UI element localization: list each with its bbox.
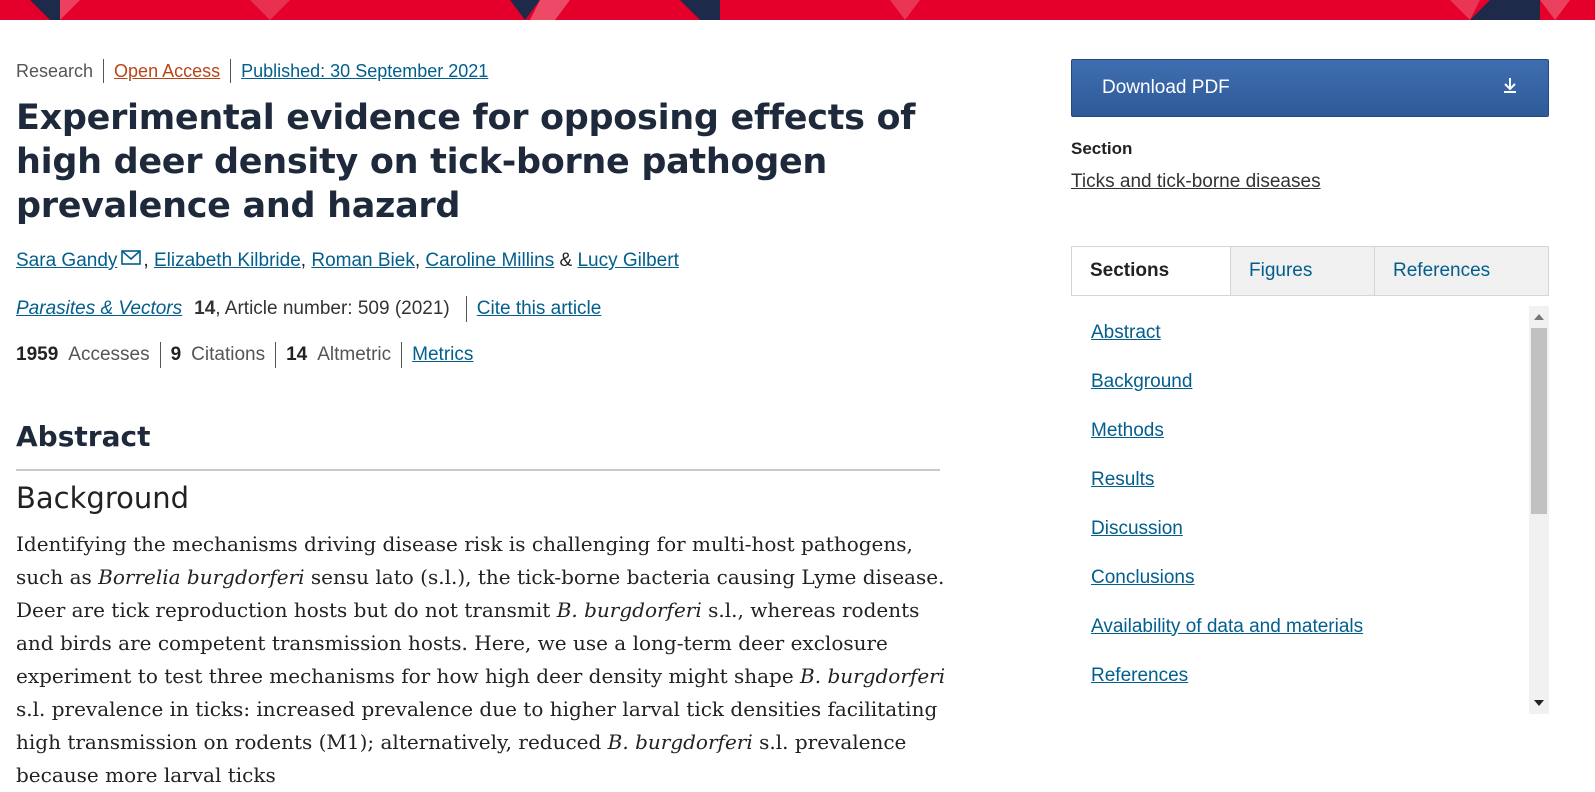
author-link[interactable]: Lucy Gilbert bbox=[577, 250, 679, 271]
author-link[interactable]: Roman Biek bbox=[311, 250, 415, 271]
article-header: Research Open Access Published: 30 Septe… bbox=[16, 56, 956, 368]
divider bbox=[230, 59, 232, 83]
author-link[interactable]: Elizabeth Kilbride bbox=[153, 250, 301, 271]
toc-item-references[interactable]: References bbox=[1091, 664, 1189, 686]
citations-count: 9 bbox=[170, 344, 182, 365]
species-name: Borrelia burgdorferi bbox=[98, 565, 305, 589]
toc-item-methods[interactable]: Methods bbox=[1091, 419, 1164, 441]
abstract-text: sensu lato (s.l.), the tick-borne bacter… bbox=[16, 565, 945, 622]
email-icon[interactable] bbox=[121, 250, 142, 272]
altmetric-label: Altmetric bbox=[317, 344, 392, 365]
metrics-row: 1959 Accesses 9 Citations 14 Altmetric M… bbox=[16, 342, 956, 368]
author-link[interactable]: Caroline Millins bbox=[425, 250, 555, 271]
abstract-text: s.l., whereas rodents and birds are comp… bbox=[16, 598, 920, 688]
metrics-link[interactable]: Metrics bbox=[412, 344, 474, 365]
section-link[interactable]: Ticks and tick-borne diseases bbox=[1071, 171, 1321, 192]
toc-scrollbar[interactable] bbox=[1529, 306, 1549, 714]
divider bbox=[465, 296, 467, 322]
journal-link[interactable]: Parasites & Vectors bbox=[16, 298, 183, 319]
tab-sections[interactable]: Sections bbox=[1072, 247, 1230, 295]
toc-item-discussion[interactable]: Discussion bbox=[1091, 517, 1183, 539]
scroll-thumb[interactable] bbox=[1531, 328, 1547, 514]
toc-item-results[interactable]: Results bbox=[1091, 468, 1155, 490]
toc-item-background[interactable]: Background bbox=[1091, 370, 1193, 392]
author-separator: & bbox=[554, 250, 578, 271]
abstract-divider bbox=[16, 469, 940, 471]
sections-toc: Abstract Background Methods Results Disc… bbox=[1071, 306, 1549, 714]
abstract-text: s.l. prevalence in ticks: increased prev… bbox=[16, 697, 938, 754]
author-separator: , bbox=[300, 250, 312, 271]
altmetric-count: 14 bbox=[286, 344, 308, 365]
species-name: B. burgdorferi bbox=[556, 598, 702, 622]
author-separator: , bbox=[414, 250, 426, 271]
author-list: Sara Gandy, Elizabeth Kilbride, Roman Bi… bbox=[16, 250, 956, 272]
open-access-link[interactable]: Open Access bbox=[114, 60, 221, 81]
scroll-down-icon[interactable] bbox=[1534, 700, 1544, 706]
published-date-link[interactable]: Published: 30 September 2021 bbox=[241, 60, 489, 81]
abstract-text: Identifying the mechanisms driving disea… bbox=[16, 532, 913, 589]
divider bbox=[159, 342, 161, 368]
scroll-up-icon[interactable] bbox=[1534, 314, 1544, 320]
top-decorative-bar bbox=[0, 0, 1595, 20]
background-heading: Background bbox=[16, 481, 190, 515]
volume: 14, Article number: 509 (2021) bbox=[194, 298, 450, 320]
toc-item-conclusions[interactable]: Conclusions bbox=[1091, 566, 1195, 588]
toc-item-abstract[interactable]: Abstract bbox=[1091, 321, 1161, 343]
abstract-paragraph: Identifying the mechanisms driving disea… bbox=[16, 528, 946, 792]
article-title: Experimental evidence for opposing effec… bbox=[16, 98, 916, 226]
article-meta: Research Open Access Published: 30 Septe… bbox=[16, 56, 956, 86]
tab-references[interactable]: References bbox=[1374, 247, 1548, 295]
abstract-heading: Abstract bbox=[16, 420, 151, 453]
download-arrow-icon bbox=[1502, 76, 1518, 100]
download-pdf-button[interactable]: Download PDF bbox=[1071, 59, 1549, 117]
accesses-count: 1959 bbox=[16, 344, 59, 365]
sidebar: Download PDF Section Ticks and tick-born… bbox=[1071, 59, 1549, 193]
author-link[interactable]: Sara Gandy bbox=[16, 250, 118, 271]
divider bbox=[275, 342, 277, 368]
tab-figures[interactable]: Figures bbox=[1230, 247, 1374, 295]
accesses-label: Accesses bbox=[68, 344, 150, 365]
author-separator: , bbox=[143, 250, 154, 271]
divider bbox=[401, 342, 403, 368]
download-pdf-label: Download PDF bbox=[1102, 77, 1230, 98]
toc-item-availability[interactable]: Availability of data and materials bbox=[1091, 615, 1364, 637]
sidebar-tabs: Sections Figures References bbox=[1071, 246, 1549, 296]
article-number: , Article number: 509 (2021) bbox=[215, 298, 450, 319]
citation-row: Parasites & Vectors 14, Article number: … bbox=[16, 296, 956, 322]
article-type: Research bbox=[16, 60, 94, 81]
cite-article-link[interactable]: Cite this article bbox=[476, 298, 602, 319]
divider bbox=[103, 59, 105, 83]
header-pattern-icon bbox=[30, 0, 1570, 20]
species-name: B. burgdorferi bbox=[800, 664, 946, 688]
citations-label: Citations bbox=[191, 344, 266, 365]
section-label: Section bbox=[1071, 139, 1133, 158]
species-name: B. burgdorferi bbox=[607, 730, 753, 754]
volume-number: 14 bbox=[194, 298, 216, 319]
